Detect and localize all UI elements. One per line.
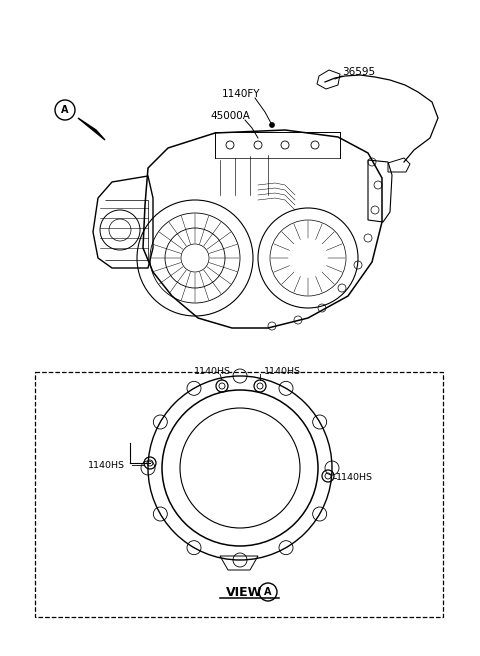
Text: 45000A: 45000A — [210, 111, 250, 121]
Text: 1140FY: 1140FY — [222, 89, 261, 99]
Text: A: A — [61, 105, 69, 115]
Text: 36595: 36595 — [342, 67, 375, 77]
Text: 1140HS: 1140HS — [264, 367, 301, 375]
Text: 1140HS: 1140HS — [194, 367, 231, 375]
Text: 1140HS: 1140HS — [336, 474, 373, 483]
Circle shape — [269, 123, 275, 127]
Text: A: A — [264, 587, 272, 597]
Text: 1140HS: 1140HS — [88, 461, 125, 470]
Polygon shape — [78, 118, 105, 140]
Text: VIEW: VIEW — [226, 586, 263, 598]
